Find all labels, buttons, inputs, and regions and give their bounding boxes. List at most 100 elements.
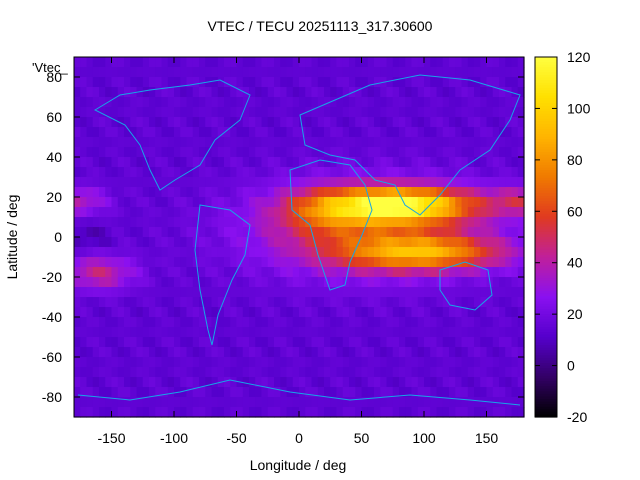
heatmap-cell [117,157,125,168]
colorbar-segment [535,147,557,151]
heatmap-cell [130,317,138,328]
colorbar-segment [535,357,557,362]
heatmap-cell [355,247,363,258]
heatmap-cell [136,307,144,318]
heatmap-cell [142,177,150,188]
heatmap-cell [417,267,425,278]
heatmap-cell [336,337,344,348]
heatmap-cell [324,287,331,298]
heatmap-cell [80,57,88,68]
heatmap-cell [217,297,225,308]
heatmap-cell [455,197,463,208]
heatmap-cell [449,87,456,98]
heatmap-cell [111,157,119,168]
heatmap-cell [430,217,438,228]
heatmap-cell [355,357,363,368]
heatmap-cell [161,157,169,168]
heatmap-cell [286,137,294,148]
heatmap-cell [517,197,525,208]
heatmap-cell [286,157,294,168]
heatmap-cell [374,257,381,268]
heatmap-cell [374,407,381,418]
colorbar-segment [535,324,557,328]
colorbar-segment [535,303,557,308]
heatmap-cell [442,307,450,318]
heatmap-cell [317,367,325,378]
colorbar-segment [535,95,557,99]
heatmap-cell [392,327,400,338]
heatmap-cell [242,157,250,168]
colorbar-segment [535,113,557,117]
heatmap-cell [317,227,325,238]
heatmap-cell [124,247,131,258]
heatmap-cell [242,197,250,208]
heatmap-cell [192,307,200,318]
heatmap-cell [155,157,163,168]
heatmap-cell [86,97,94,108]
heatmap-cell [317,197,325,208]
heatmap-cell [305,67,313,78]
heatmap-cell [342,347,350,358]
heatmap-cell [467,67,475,78]
heatmap-cell [267,207,275,218]
heatmap-cell [405,207,413,218]
heatmap-cell [255,207,263,218]
colorbar-segment [535,82,557,86]
heatmap-cell [367,187,375,198]
heatmap-cell [480,267,488,278]
colorbar-segment [535,345,557,349]
heatmap-cell [124,57,131,68]
heatmap-cell [136,57,144,68]
heatmap-cell [80,287,88,298]
heatmap-cell [236,227,244,238]
heatmap-cell [80,177,88,188]
heatmap-cell [249,217,256,228]
heatmap-cell [505,317,513,328]
heatmap-cell [174,317,181,328]
heatmap-cell [505,257,513,268]
colorbar-segment [535,198,557,202]
heatmap-cell [355,217,363,228]
heatmap-cell [186,337,194,348]
heatmap-cell [442,237,450,248]
heatmap-cell [199,77,206,88]
heatmap-cell [474,97,481,108]
heatmap-cell [111,67,119,78]
heatmap-cell [205,377,213,388]
heatmap-cell [399,187,406,198]
heatmap-cell [205,177,213,188]
heatmap-cell [124,147,131,158]
heatmap-cell [361,307,369,318]
heatmap-cell [111,327,119,338]
heatmap-cell [467,267,475,278]
heatmap-cell [136,77,144,88]
heatmap-cell [480,237,488,248]
heatmap-cell [92,357,100,368]
heatmap-cell [192,57,200,68]
heatmap-cell [330,287,338,298]
heatmap-cell [486,147,494,158]
heatmap-cell [224,97,231,108]
heatmap-cell [405,337,413,348]
heatmap-cell [142,337,150,348]
heatmap-cell [342,177,350,188]
heatmap-cell [292,97,300,108]
heatmap-cell [186,357,194,368]
heatmap-cell [142,367,150,378]
heatmap-cell [361,287,369,298]
heatmap-cell [255,317,263,328]
heatmap-cell [230,147,238,158]
heatmap-cell [424,307,431,318]
heatmap-cell [324,247,331,258]
heatmap-cell [224,247,231,258]
heatmap-cell [267,257,275,268]
heatmap-cell [367,177,375,188]
heatmap-cell [80,347,88,358]
heatmap-cell [455,397,463,408]
heatmap-cell [336,177,344,188]
heatmap-cell [99,347,106,358]
heatmap-cell [436,347,444,358]
heatmap-cell [467,137,475,148]
colorbar-segment [535,177,557,182]
heatmap-cell [317,317,325,328]
